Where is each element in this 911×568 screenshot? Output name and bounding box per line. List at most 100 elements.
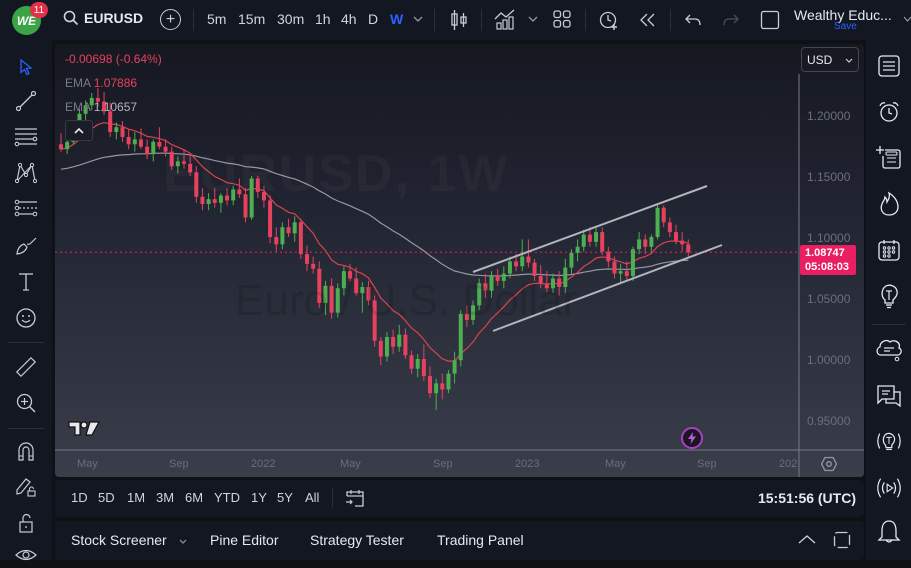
streams-button[interactable] <box>875 474 903 502</box>
divider <box>585 9 586 31</box>
fullscreen-icon[interactable] <box>760 10 780 30</box>
top-toolbar: WE 11 EURUSD + 5m 15m 30m 1h 4h D W Weal… <box>0 0 911 40</box>
timeframe-d[interactable]: D <box>368 11 379 27</box>
timeframe-5m[interactable]: 5m <box>207 11 227 27</box>
live-play-icon <box>877 478 901 498</box>
goto-date-icon[interactable] <box>345 488 365 508</box>
lightbulb-icon <box>881 284 898 309</box>
measure-tool[interactable] <box>13 354 39 380</box>
symbol-name: EURUSD <box>84 10 144 26</box>
utc-clock[interactable]: 15:51:56 (UTC) <box>757 490 856 506</box>
price-axis-label: 1.00000 <box>807 353 851 367</box>
range-all[interactable]: All <box>305 490 320 505</box>
tab-trading-panel[interactable]: Trading Panel <box>437 532 524 548</box>
currency-select[interactable]: USD <box>801 47 859 72</box>
bar-countdown: 05:08:03 <box>805 261 850 273</box>
range-3m[interactable]: 3M <box>156 490 175 505</box>
range-6m[interactable]: 6M <box>185 490 204 505</box>
brush-icon <box>16 237 37 255</box>
save-button[interactable]: Save <box>834 21 857 32</box>
fib-tool[interactable] <box>13 197 39 223</box>
right-sidebar <box>866 40 911 560</box>
magnet-icon <box>18 442 34 461</box>
collapse-legend-button[interactable] <box>65 120 93 141</box>
tab-pine-editor[interactable]: Pine Editor <box>210 532 279 548</box>
watchlist-button[interactable] <box>875 52 903 80</box>
tab-strategy-tester[interactable]: Strategy Tester <box>310 532 404 548</box>
maximize-panel-icon[interactable] <box>833 531 851 549</box>
text-icon <box>19 273 33 291</box>
chevron-down-icon[interactable] <box>904 16 911 22</box>
range-5d[interactable]: 5D <box>98 490 115 505</box>
zoom-in-icon <box>16 393 36 413</box>
hide-drawings-tool[interactable] <box>13 542 39 568</box>
price-axis-label: 1.15000 <box>807 170 851 184</box>
ideas-stream-button[interactable] <box>875 428 903 456</box>
chevron-down-icon[interactable] <box>179 539 187 545</box>
indicators-icon[interactable] <box>494 9 516 31</box>
undo-icon[interactable] <box>684 12 702 28</box>
lock-all-tool[interactable] <box>13 510 39 536</box>
candles-chart-type-icon[interactable] <box>449 9 469 31</box>
zoom-in-tool[interactable] <box>13 390 39 416</box>
alarm-clock-icon <box>879 102 899 122</box>
range-5y[interactable]: 5Y <box>277 490 293 505</box>
timeframe-15m[interactable]: 15m <box>238 11 266 27</box>
brush-tool[interactable] <box>13 233 39 259</box>
calendar-icon <box>878 240 900 261</box>
notification-badge: 11 <box>30 2 48 18</box>
range-1m[interactable]: 1M <box>127 490 146 505</box>
replay-icon[interactable] <box>639 12 657 28</box>
eye-icon <box>15 549 37 561</box>
bell-icon <box>877 520 901 543</box>
lock-drawings-tool[interactable] <box>13 474 39 500</box>
timeframe-30m[interactable]: 30m <box>277 11 305 27</box>
alerts-button[interactable] <box>875 98 903 126</box>
settings-icon[interactable] <box>821 456 837 472</box>
chart-pane[interactable]: EURUSD, 1W Euro / U.S. Dollar -0.00698 (… <box>55 44 864 477</box>
symbol-search[interactable]: EURUSD <box>63 10 143 26</box>
time-axis-label: 2022 <box>251 458 276 470</box>
text-tool[interactable] <box>13 269 39 295</box>
ema-legend-1[interactable]: EMA 1.07886 <box>65 76 138 90</box>
timeframe-4h[interactable]: 4h <box>341 11 357 27</box>
hotlists-button[interactable] <box>875 190 903 218</box>
range-1d[interactable]: 1D <box>71 490 88 505</box>
range-ytd[interactable]: YTD <box>214 490 240 505</box>
thought-bubble-icon <box>876 340 902 362</box>
minds-button[interactable] <box>875 336 903 364</box>
add-alert-icon[interactable] <box>598 9 620 31</box>
date-range-bar: 1D 5D 1M 3M 6M YTD 1Y 5Y All 15:51:56 (U… <box>55 480 864 517</box>
magnet-tool[interactable] <box>13 438 39 464</box>
horizontal-lines-tool[interactable] <box>13 124 39 150</box>
chevron-up-icon <box>74 127 84 134</box>
compare-symbol-button[interactable]: + <box>160 9 181 30</box>
chevron-down-icon[interactable] <box>413 15 423 23</box>
redo-icon[interactable] <box>722 12 740 28</box>
bottom-panel-tabs: Stock Screener Pine Editor Strategy Test… <box>55 521 864 560</box>
events-button[interactable] <box>681 427 703 449</box>
ema-value: 1.10657 <box>93 100 138 114</box>
layout-name[interactable]: Wealthy Educ... <box>794 7 892 23</box>
chevron-up-icon[interactable] <box>798 533 816 545</box>
chevron-down-icon[interactable] <box>528 15 538 23</box>
object-tree-button[interactable] <box>875 143 903 171</box>
trend-line-tool[interactable] <box>13 88 39 114</box>
price-chart-canvas[interactable] <box>55 44 864 477</box>
range-1y[interactable]: 1Y <box>251 490 267 505</box>
pencil-lock-icon <box>16 478 36 497</box>
ideas-button[interactable] <box>875 282 903 310</box>
layout-grid-icon[interactable] <box>552 9 572 29</box>
calendar-button[interactable] <box>875 236 903 264</box>
fire-icon <box>880 191 899 216</box>
cursor-tool[interactable] <box>13 54 39 80</box>
divider <box>670 9 671 31</box>
timeframe-w[interactable]: W <box>390 11 404 27</box>
timeframe-1h[interactable]: 1h <box>315 11 331 27</box>
chats-button[interactable] <box>875 382 903 410</box>
tab-stock-screener[interactable]: Stock Screener <box>71 532 167 548</box>
ema-legend-2[interactable]: EMA 1.10657 <box>65 100 138 114</box>
notifications-button[interactable] <box>875 518 903 546</box>
emoji-tool[interactable] <box>13 305 39 331</box>
pattern-tool[interactable] <box>13 160 39 186</box>
